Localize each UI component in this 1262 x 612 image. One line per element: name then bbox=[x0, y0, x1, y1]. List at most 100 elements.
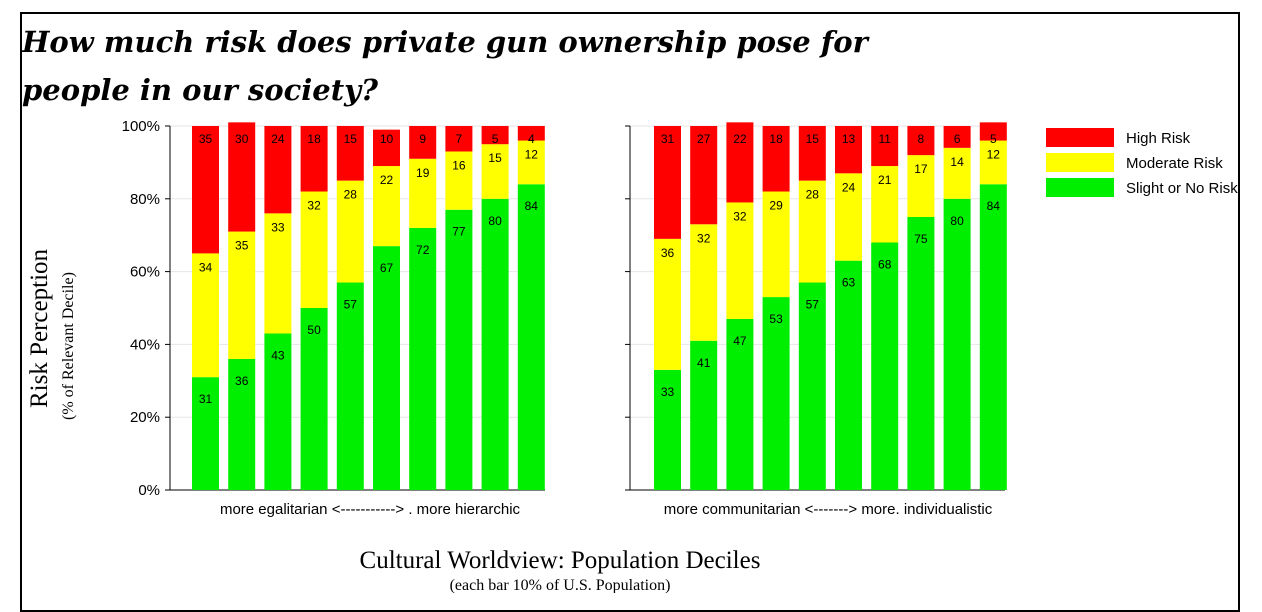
data-label: 13 bbox=[842, 132, 856, 146]
data-label: 28 bbox=[344, 188, 358, 202]
data-label: 41 bbox=[697, 356, 711, 370]
bar-segment bbox=[336, 126, 364, 181]
bar-segment bbox=[228, 122, 256, 232]
data-label: 63 bbox=[842, 276, 856, 290]
data-label: 31 bbox=[199, 392, 213, 406]
legend-swatch bbox=[1046, 128, 1114, 147]
data-label: 15 bbox=[344, 132, 358, 146]
bar-segment bbox=[726, 318, 754, 490]
data-label: 53 bbox=[769, 312, 783, 326]
data-label: 36 bbox=[235, 374, 249, 388]
y-tick-label: 0% bbox=[138, 482, 160, 499]
data-label: 35 bbox=[199, 132, 213, 146]
data-label: 32 bbox=[307, 199, 321, 213]
data-label: 5 bbox=[990, 132, 997, 146]
data-label: 15 bbox=[806, 132, 820, 146]
bar-segment bbox=[409, 227, 437, 491]
legend-label: Moderate Risk bbox=[1126, 155, 1223, 172]
y-tick-label: 100% bbox=[122, 118, 160, 135]
bar-segment bbox=[871, 126, 899, 167]
legend-label: Slight or No Risk bbox=[1126, 180, 1238, 197]
bar-segment bbox=[300, 126, 328, 192]
data-label: 33 bbox=[661, 385, 675, 399]
bar-segment bbox=[798, 282, 826, 490]
bar-segment bbox=[979, 184, 1007, 491]
data-label: 75 bbox=[914, 232, 928, 246]
bar-segment bbox=[979, 122, 1007, 141]
data-label: 43 bbox=[271, 348, 285, 362]
data-label: 9 bbox=[419, 132, 426, 146]
data-label: 7 bbox=[456, 132, 463, 146]
bar-segment bbox=[654, 126, 681, 239]
data-label: 5 bbox=[492, 132, 499, 146]
bar-segment bbox=[654, 369, 681, 490]
data-label: 24 bbox=[842, 180, 856, 194]
data-label: 18 bbox=[307, 132, 321, 146]
panel-communitarian-individualistic: 3336314132274732225329185728156324136821… bbox=[629, 122, 1007, 518]
bar-segment bbox=[192, 253, 219, 378]
data-label: 77 bbox=[452, 225, 466, 239]
bar-segment bbox=[943, 126, 971, 148]
data-label: 10 bbox=[380, 132, 394, 146]
data-label: 36 bbox=[661, 246, 675, 260]
bar-segment bbox=[409, 158, 437, 228]
chart-title: How much risk does private gun ownership… bbox=[22, 25, 868, 107]
data-label: 84 bbox=[525, 199, 539, 213]
data-label: 16 bbox=[452, 158, 466, 172]
y-axis-label: Risk Perception bbox=[26, 248, 53, 408]
bar-segment bbox=[445, 151, 473, 210]
bar-segment bbox=[517, 140, 545, 185]
data-label: 28 bbox=[806, 188, 820, 202]
data-label: 19 bbox=[416, 166, 430, 180]
bar-segment bbox=[192, 126, 219, 254]
bar-segment bbox=[228, 358, 256, 490]
bar-segment bbox=[690, 126, 718, 225]
data-label: 18 bbox=[769, 132, 783, 146]
data-label: 34 bbox=[199, 260, 213, 274]
bar-segment bbox=[264, 333, 292, 490]
data-label: 27 bbox=[697, 132, 711, 146]
data-label: 4 bbox=[528, 132, 535, 146]
bar-segment bbox=[835, 173, 862, 261]
data-label: 8 bbox=[918, 132, 925, 146]
data-label: 35 bbox=[235, 239, 249, 253]
bar-segment bbox=[798, 180, 826, 283]
data-label: 14 bbox=[950, 155, 964, 169]
bar-segment bbox=[264, 213, 292, 334]
data-label: 15 bbox=[488, 151, 502, 165]
bar-segment bbox=[373, 166, 400, 247]
legend-swatch bbox=[1046, 153, 1114, 172]
data-label: 47 bbox=[733, 334, 747, 348]
y-axis-sublabel: (% of Relevant Decile) bbox=[60, 272, 77, 420]
legend-label: High Risk bbox=[1126, 130, 1191, 147]
bar-segment bbox=[690, 224, 718, 341]
bar-segment bbox=[762, 126, 790, 192]
bar-segment bbox=[943, 198, 971, 491]
data-label: 67 bbox=[380, 261, 394, 275]
bar-segment bbox=[300, 191, 328, 308]
data-label: 11 bbox=[878, 132, 891, 146]
bar-segment bbox=[762, 191, 790, 298]
bar-segment bbox=[481, 198, 509, 491]
bar-segment bbox=[943, 147, 971, 199]
bar-segment bbox=[264, 126, 292, 214]
data-label: 31 bbox=[661, 132, 675, 146]
bar-segment bbox=[517, 126, 545, 141]
data-label: 84 bbox=[987, 199, 1001, 213]
bar-segment bbox=[835, 260, 862, 490]
bar-segment bbox=[979, 140, 1007, 185]
x-category-label: more communitarian <-------> more. indiv… bbox=[664, 501, 993, 518]
data-label: 21 bbox=[878, 173, 892, 187]
data-label: 32 bbox=[697, 231, 711, 245]
bar-segment bbox=[445, 126, 473, 152]
panel-egalitarian-hierarchic: 3134353635304333245032185728156722107219… bbox=[169, 122, 545, 518]
bar-segment bbox=[726, 202, 754, 319]
data-label: 80 bbox=[488, 214, 502, 228]
stacked-bar-chart: 0% 20% 40% 60% 80% 100% 31 34 35 36 35 30 43 33 24 50 3… bbox=[26, 118, 1238, 593]
y-tick-label: 60% bbox=[130, 264, 160, 281]
data-label: 32 bbox=[733, 209, 747, 223]
bar-segment bbox=[228, 231, 256, 359]
bar-segment bbox=[690, 340, 718, 490]
data-label: 17 bbox=[914, 162, 928, 176]
bar-segment bbox=[481, 144, 509, 199]
